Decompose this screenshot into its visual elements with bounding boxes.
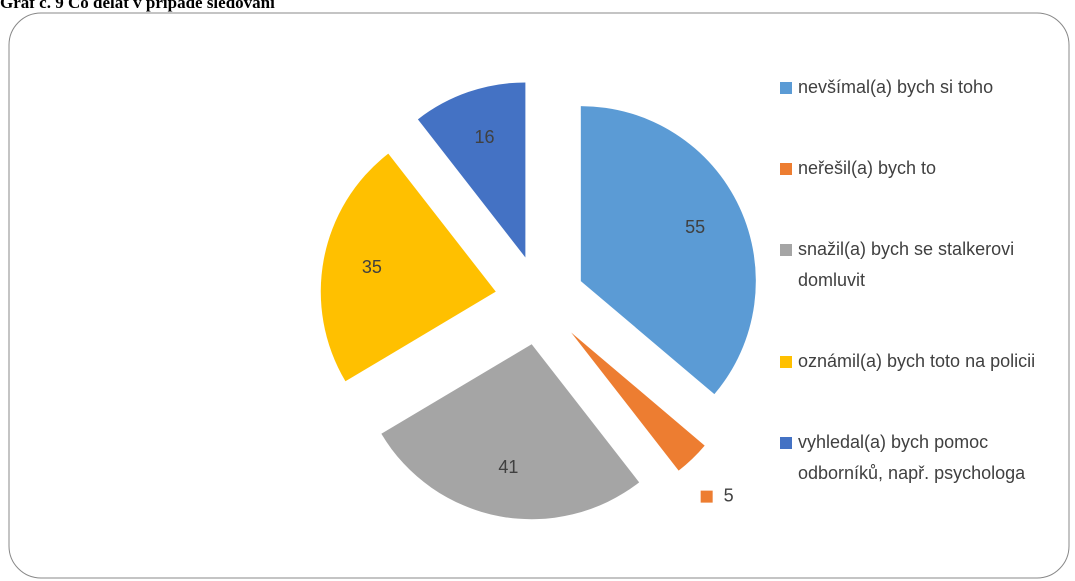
pie-slice — [571, 332, 705, 471]
legend: nevšímal(a) bych si toho neřešil(a) bych … — [780, 72, 1070, 539]
legend-key — [780, 356, 792, 368]
legend-label: vyhledal(a) bych pomoc odborníků, např. … — [798, 432, 1026, 483]
label-key — [700, 490, 713, 503]
legend-key — [780, 163, 792, 175]
legend-item: snažil(a) bych se stalkerovi domluvit — [780, 234, 1070, 296]
pie-slice — [580, 106, 756, 395]
data-label: 55 — [685, 217, 705, 237]
legend-label: oznámil(a) bych toto na policii — [798, 351, 1036, 371]
data-label: 41 — [498, 457, 518, 477]
pie-slice — [320, 153, 496, 382]
legend-label: nevšímal(a) bych si toho — [798, 77, 994, 97]
legend-item: oznámil(a) bych toto na policii — [780, 346, 1070, 377]
legend-key — [780, 437, 792, 449]
data-label: 35 — [362, 257, 382, 277]
data-label: 16 — [474, 127, 494, 147]
data-label: 5 — [724, 485, 734, 505]
legend-item: vyhledal(a) bych pomoc odborníků, např. … — [780, 427, 1070, 489]
legend-item: neřešil(a) bych to — [780, 153, 1070, 184]
legend-label: neřešil(a) bych to — [798, 158, 937, 178]
chart-title: Graf č. 9 Co dělat v případě sledování — [0, 0, 275, 12]
frame — [8, 12, 1070, 579]
legend-key — [780, 244, 792, 256]
legend-item: nevšímal(a) bych si toho — [780, 72, 1070, 103]
legend-label: snažil(a) bych se stalkerovi domluvit — [798, 239, 1015, 290]
pie-slice — [381, 344, 640, 520]
pie-slice — [417, 82, 526, 258]
legend-key — [780, 82, 792, 94]
